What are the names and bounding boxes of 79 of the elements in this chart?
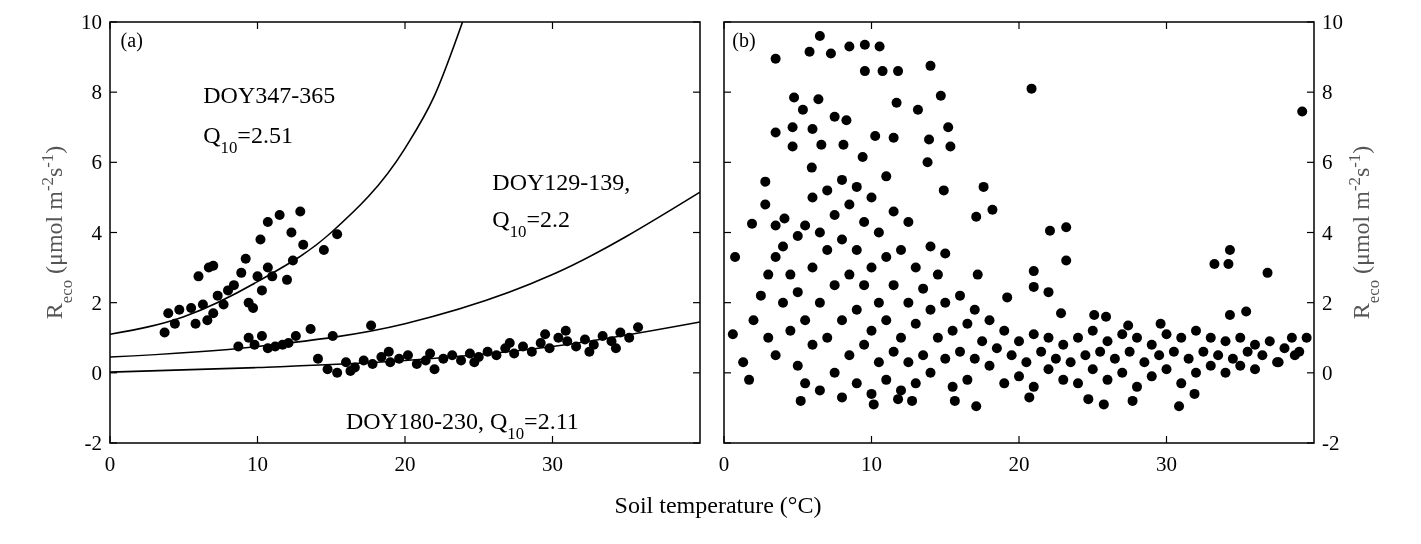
point bbox=[274, 209, 285, 220]
point bbox=[504, 338, 515, 349]
point bbox=[332, 229, 343, 240]
annotation: (a) bbox=[120, 29, 143, 53]
y-tick-label: 0 bbox=[91, 360, 102, 385]
point bbox=[240, 253, 251, 264]
annotation: DOY180-230, Q$_{10}$=2.11 bbox=[346, 408, 579, 443]
point bbox=[208, 260, 219, 271]
y-tick-label: 2 bbox=[91, 290, 102, 315]
y2-tick-label: 6 bbox=[1322, 150, 1333, 175]
point bbox=[540, 329, 551, 340]
point bbox=[429, 364, 440, 375]
y2-tick-label: 2 bbox=[1322, 290, 1333, 315]
point bbox=[366, 320, 377, 331]
x-tick-label: 10 bbox=[861, 452, 882, 476]
y2-tick-label: 8 bbox=[1322, 80, 1333, 105]
y2-tick-label: 10 bbox=[1322, 10, 1343, 34]
x-tick-label: 0 bbox=[718, 452, 730, 476]
y-tick-label: 6 bbox=[91, 150, 102, 175]
point bbox=[190, 318, 201, 329]
point bbox=[383, 346, 394, 357]
y2-tick-label: 4 bbox=[1322, 220, 1333, 245]
y-tick-label: 8 bbox=[91, 80, 102, 105]
point bbox=[553, 332, 564, 343]
point bbox=[255, 234, 266, 245]
point bbox=[633, 322, 644, 333]
point bbox=[202, 315, 213, 326]
point bbox=[186, 302, 197, 313]
point bbox=[262, 216, 273, 227]
point bbox=[332, 367, 343, 378]
x-tick-label: 30 bbox=[1156, 452, 1177, 476]
x-axis-title: Soil temperature (°C) bbox=[614, 492, 822, 518]
annotation: DOY129-139, bbox=[492, 169, 631, 196]
x-tick-label: 10 bbox=[247, 452, 268, 476]
annotation: Q$_{10}$=2.2 bbox=[492, 206, 570, 241]
annotation: Q$_{10}$=2.51 bbox=[203, 122, 293, 157]
annotation: DOY347-365 bbox=[203, 81, 336, 108]
point bbox=[159, 327, 170, 338]
point bbox=[212, 290, 223, 301]
point bbox=[290, 331, 301, 341]
point bbox=[298, 239, 309, 250]
y-tick-label: 4 bbox=[91, 220, 103, 245]
point bbox=[228, 280, 239, 291]
point bbox=[345, 366, 356, 377]
y2-tick-label: -2 bbox=[1322, 431, 1340, 455]
annotation: (b) bbox=[732, 29, 756, 53]
point bbox=[236, 267, 247, 278]
point bbox=[318, 245, 329, 256]
point bbox=[262, 262, 273, 273]
y-tick-label: -2 bbox=[84, 431, 102, 455]
point bbox=[312, 353, 323, 364]
point bbox=[208, 308, 219, 319]
point bbox=[243, 332, 254, 343]
point bbox=[163, 308, 174, 319]
point bbox=[174, 304, 185, 315]
x-tick-label: 20 bbox=[1008, 452, 1030, 476]
point bbox=[193, 271, 204, 282]
point bbox=[197, 299, 208, 310]
point bbox=[286, 227, 297, 238]
point bbox=[376, 352, 387, 363]
point bbox=[425, 348, 436, 359]
point bbox=[469, 357, 480, 368]
point bbox=[560, 325, 571, 336]
point bbox=[535, 338, 546, 349]
point bbox=[402, 350, 413, 361]
point bbox=[295, 206, 306, 217]
point bbox=[305, 323, 316, 334]
point bbox=[248, 302, 259, 313]
point bbox=[584, 346, 595, 357]
x-tick-label: 30 bbox=[542, 452, 563, 476]
point bbox=[610, 343, 621, 354]
point bbox=[282, 274, 292, 285]
point bbox=[411, 359, 422, 370]
point bbox=[256, 285, 267, 296]
point bbox=[456, 355, 467, 366]
y2-tick-label: 0 bbox=[1322, 360, 1333, 385]
point bbox=[256, 331, 267, 341]
x-tick-label: 20 bbox=[394, 452, 416, 476]
y-tick-label: 10 bbox=[81, 10, 102, 34]
